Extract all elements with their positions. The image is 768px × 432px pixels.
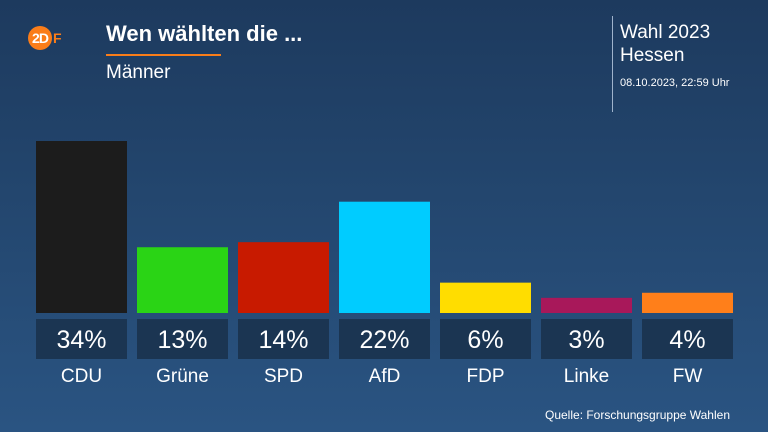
bar-fw [642,292,733,313]
header-divider [612,16,613,112]
category-label: AfD [369,366,401,387]
election-region: Hessen [620,45,685,66]
value-label-box [339,319,430,359]
value-label-box [642,319,733,359]
category-label: SPD [264,366,303,387]
value-label-box [440,319,531,359]
logo-circle: 2D [28,26,52,50]
source-note: Quelle: Forschungsgruppe Wahlen [545,408,730,422]
value-label-box [238,319,329,359]
value-label: 14% [258,326,308,354]
category-label: Linke [564,366,609,387]
category-label: FDP [467,366,505,387]
bar-afd [339,201,430,313]
category-label: FW [673,366,703,387]
value-label: 34% [56,326,106,354]
value-label: 13% [157,326,207,354]
bar-grüne [137,247,228,313]
value-label: 6% [467,326,503,354]
election-name: Wahl 2023 [620,22,711,43]
bar-spd [238,242,329,313]
value-label: 22% [359,326,409,354]
title-underline [106,54,221,56]
bar-linke [541,297,632,313]
zdf-logo: 2D F [28,26,62,50]
value-label: 3% [568,326,604,354]
value-label-box [36,319,127,359]
value-label-box [137,319,228,359]
category-label: CDU [61,366,102,387]
value-label-box [541,319,632,359]
election-info: Wahl 2023 Hessen [620,21,710,67]
chart-title: Wen wählten die ... [106,21,303,46]
bar-fdp [440,282,531,313]
logo-text: F [53,30,62,46]
value-label: 4% [669,326,705,354]
chart-subtitle: Männer [106,62,171,83]
timestamp: 08.10.2023, 22:59 Uhr [620,77,730,89]
bar-cdu [36,141,127,313]
category-label: Grüne [156,366,209,387]
